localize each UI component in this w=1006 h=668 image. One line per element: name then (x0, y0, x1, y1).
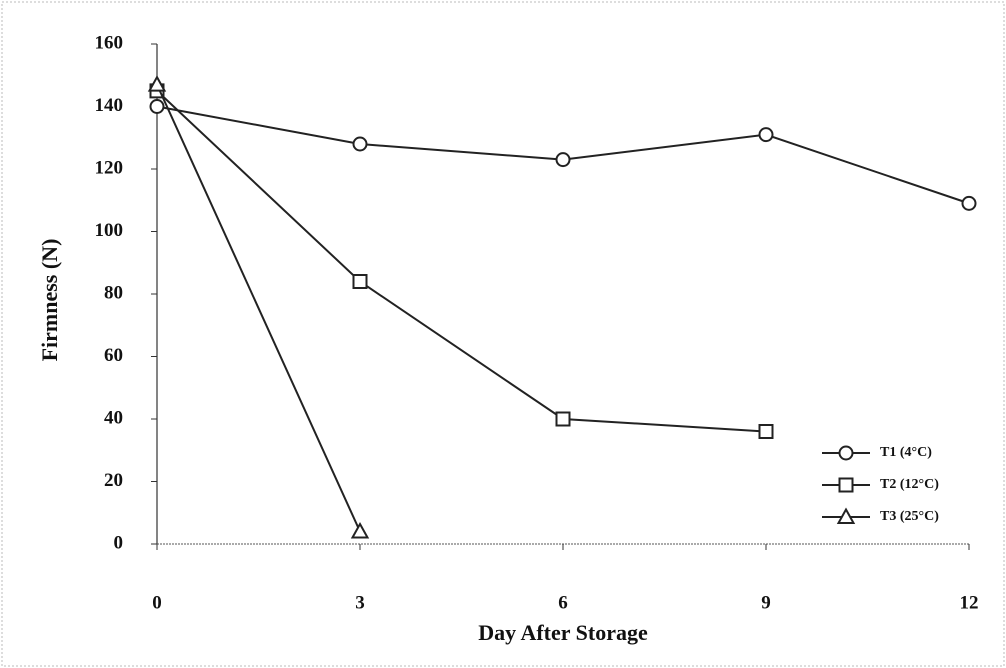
data-point (557, 153, 570, 166)
y-axis-title: Firmness (N) (37, 239, 62, 362)
y-tick-label: 120 (95, 157, 124, 178)
data-point (760, 128, 773, 141)
series-line (157, 85, 360, 532)
y-tick-label: 0 (114, 532, 124, 553)
legend-label: T1 (4°C) (880, 445, 932, 460)
x-tick-label: 0 (152, 592, 162, 613)
y-tick-label: 80 (104, 282, 123, 303)
legend-marker (840, 447, 853, 460)
x-tick-label: 6 (558, 592, 568, 613)
chart: Day After Storage Firmness (N) 020406080… (0, 0, 1006, 668)
y-tick-label: 40 (104, 407, 123, 428)
data-point (354, 138, 367, 151)
data-point (963, 197, 976, 210)
x-tick-label: 3 (355, 592, 365, 613)
legend-marker (840, 479, 853, 492)
y-tick-label: 60 (104, 345, 123, 366)
data-point (353, 524, 368, 538)
x-tick-label: 12 (960, 592, 979, 613)
legend-label: T2 (12°C) (880, 477, 939, 492)
data-point (151, 100, 164, 113)
legend-label: T3 (25°C) (880, 509, 939, 524)
y-tick-label: 140 (95, 95, 124, 116)
x-tick-label: 9 (761, 592, 771, 613)
data-point (557, 413, 570, 426)
y-tick-label: 100 (95, 220, 124, 241)
data-point (354, 275, 367, 288)
y-tick-label: 160 (95, 32, 124, 53)
x-axis-title: Day After Storage (478, 620, 648, 645)
y-tick-label: 20 (104, 470, 123, 491)
series-line (157, 91, 766, 432)
data-point (760, 425, 773, 438)
